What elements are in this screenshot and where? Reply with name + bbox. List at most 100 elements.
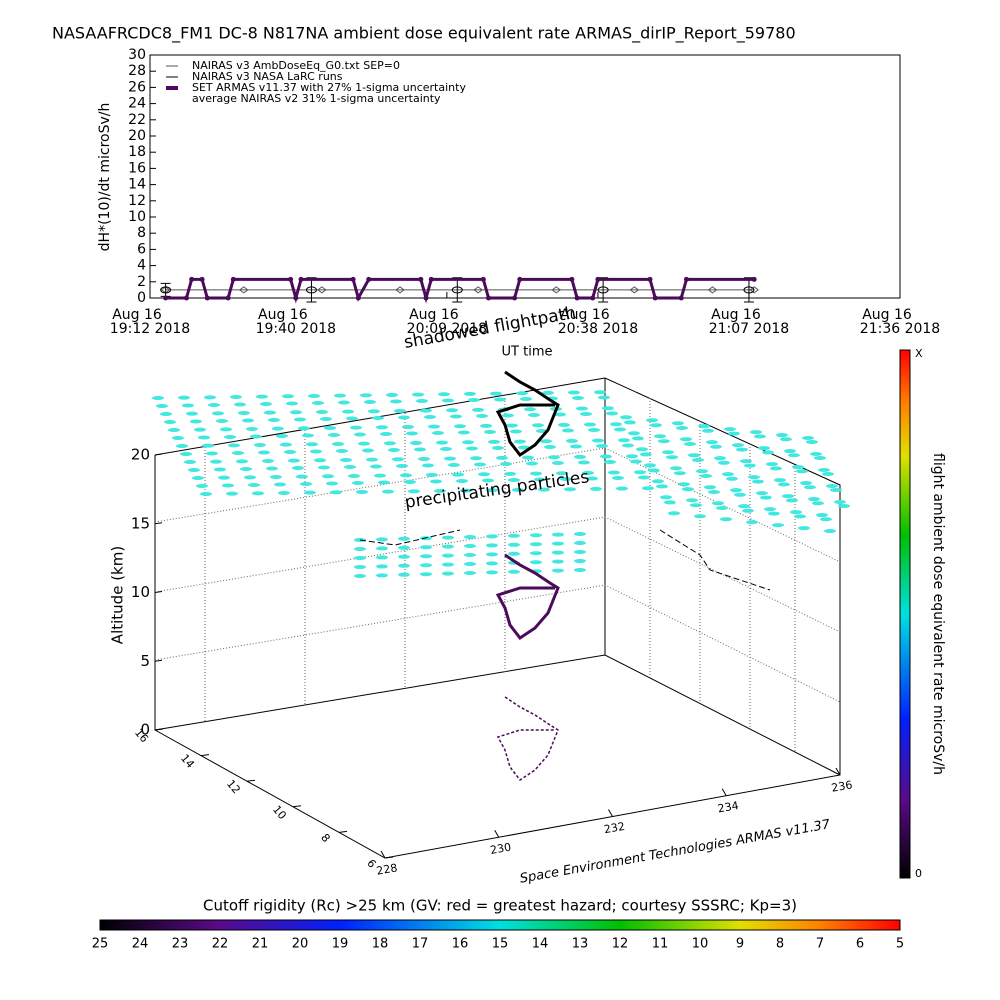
data-point xyxy=(678,295,684,301)
particle xyxy=(376,564,388,569)
particle xyxy=(324,425,336,430)
particle xyxy=(486,534,498,539)
data-point xyxy=(395,286,405,294)
z-tick-label: 10 xyxy=(131,583,150,601)
particle xyxy=(518,445,530,450)
particle xyxy=(454,424,466,429)
particle xyxy=(462,440,474,445)
particle xyxy=(362,448,374,453)
data-point xyxy=(647,276,653,282)
data-point xyxy=(707,286,718,294)
particle xyxy=(506,423,518,428)
particle xyxy=(420,572,432,577)
particle xyxy=(376,546,388,551)
particle xyxy=(258,450,270,455)
y-label: dH*(10)/dt microSv/h xyxy=(97,103,113,252)
particle xyxy=(316,409,328,414)
particle xyxy=(188,468,200,472)
particle xyxy=(754,434,766,439)
lat-tick xyxy=(338,830,348,833)
particle xyxy=(766,462,778,467)
lat-tick xyxy=(384,856,394,859)
particle xyxy=(420,563,432,568)
particle xyxy=(354,556,366,560)
particle xyxy=(508,478,520,482)
particle xyxy=(420,408,432,413)
particle xyxy=(620,415,632,420)
particle xyxy=(674,471,686,476)
particle xyxy=(276,434,288,438)
particle xyxy=(564,487,576,492)
data-point xyxy=(512,295,518,301)
colorbar-min: 0 xyxy=(915,867,922,880)
particle xyxy=(552,541,564,546)
particle xyxy=(358,441,370,446)
particle xyxy=(394,408,406,413)
particle xyxy=(738,504,750,509)
particle xyxy=(370,464,382,469)
particle xyxy=(700,474,712,478)
particle xyxy=(328,433,340,437)
particle xyxy=(574,568,586,572)
particle xyxy=(220,427,232,432)
particle xyxy=(382,489,394,494)
data-point xyxy=(163,295,169,301)
particle xyxy=(752,479,764,484)
particle xyxy=(714,456,726,461)
particle xyxy=(584,422,596,427)
particle xyxy=(512,487,524,492)
particle xyxy=(428,424,440,429)
particle xyxy=(254,442,266,447)
particle xyxy=(788,453,800,458)
particle xyxy=(662,450,674,455)
rigidity-title: Cutoff rigidity (Rc) >25 km (GV: red = g… xyxy=(203,897,797,915)
data-point xyxy=(595,276,601,282)
particle xyxy=(322,474,334,479)
cb-tick-label: 25 xyxy=(92,937,109,952)
particle xyxy=(406,431,418,436)
lon-tick-label: 230 xyxy=(489,841,512,857)
y-tick-label: 16 xyxy=(128,160,146,176)
particle xyxy=(744,463,756,468)
data-point xyxy=(597,286,609,294)
rigidity-colorbar xyxy=(99,919,901,931)
particle xyxy=(458,430,470,435)
cb-tick-label: 11 xyxy=(652,937,669,952)
particle xyxy=(486,561,498,566)
data-point xyxy=(743,286,755,294)
particle xyxy=(606,411,618,416)
particle xyxy=(426,472,438,477)
lat-tick xyxy=(200,754,210,757)
particle xyxy=(624,420,636,425)
data-point xyxy=(473,286,483,294)
particle xyxy=(196,484,208,488)
legend-label: NAIRAS v3 NASA LaRC runs xyxy=(192,70,343,83)
particle xyxy=(464,553,476,557)
particle xyxy=(552,559,564,564)
particle xyxy=(656,484,668,489)
particle xyxy=(400,473,412,478)
particle xyxy=(288,458,300,463)
cb-tick-label: 18 xyxy=(372,937,389,952)
particle xyxy=(548,455,560,460)
particle xyxy=(762,450,774,455)
particle xyxy=(748,475,760,480)
particle xyxy=(210,459,222,464)
particle xyxy=(668,511,680,516)
particle xyxy=(596,444,608,448)
particle xyxy=(398,572,410,577)
particle xyxy=(308,393,320,398)
z-tick-label: 5 xyxy=(140,652,150,670)
particle xyxy=(746,520,758,525)
particle xyxy=(300,482,312,486)
particle xyxy=(336,449,348,453)
particle xyxy=(404,480,416,484)
particle xyxy=(184,460,196,464)
particle xyxy=(730,488,742,493)
particle xyxy=(232,451,244,455)
particle xyxy=(200,492,212,496)
particle xyxy=(716,506,728,510)
cb-tick-label: 21 xyxy=(252,937,269,952)
